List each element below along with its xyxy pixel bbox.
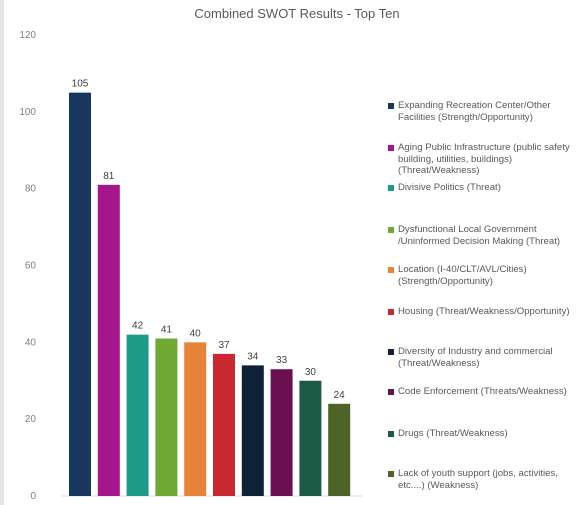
legend-item: Location (I-40/CLT/AVL/Cities) (Strength… (388, 264, 576, 287)
bar (155, 338, 178, 496)
bar-value-label: 30 (305, 367, 317, 378)
legend-swatch (388, 349, 394, 355)
chart-title: Combined SWOT Results - Top Ten (194, 6, 399, 21)
y-tick-label: 0 (30, 491, 36, 502)
bar-value-label: 105 (72, 79, 89, 90)
bar-value-label: 33 (276, 355, 288, 366)
legend-label: Aging Public Infrastructure (public safe… (398, 142, 570, 176)
bar-value-label: 40 (190, 328, 202, 339)
bar (184, 342, 207, 496)
legend-label: Diversity of Industry and commercial (Th… (398, 346, 553, 369)
legend-item: Housing (Threat/Weakness/Opportunity) (388, 306, 576, 318)
legend-swatch (388, 389, 394, 395)
window-edge (0, 0, 4, 505)
bar (328, 403, 351, 496)
bar-value-label: 41 (161, 324, 173, 335)
legend-swatch (388, 267, 394, 273)
legend-swatch (388, 185, 394, 191)
y-tick-label: 60 (25, 261, 37, 272)
legend-swatch (388, 309, 394, 315)
legend-item: Aging Public Infrastructure (public safe… (388, 142, 576, 177)
legend-item: Code Enforcement (Threats/Weakness) (388, 386, 576, 398)
legend-item: Expanding Recreation Center/Other Facili… (388, 100, 576, 123)
bar (69, 92, 91, 496)
bar (213, 353, 235, 496)
legend-label: Lack of youth support (jobs, activities,… (398, 468, 558, 491)
bar-value-label: 34 (247, 351, 259, 362)
legend-label: Housing (Threat/Weakness/Opportunity) (398, 306, 570, 317)
legend-swatch (388, 103, 394, 109)
bar (126, 334, 149, 496)
legend-item: Drugs (Threat/Weakness) (388, 428, 576, 440)
bar (299, 380, 322, 496)
legend-item: Diversity of Industry and commercial (Th… (388, 346, 576, 369)
y-tick-label: 20 (25, 414, 37, 425)
legend-swatch (388, 431, 394, 437)
y-tick-label: 100 (19, 107, 36, 118)
bar (241, 365, 264, 496)
bar-value-label: 42 (132, 321, 144, 332)
legend-label: Divisive Politics (Threat) (398, 182, 501, 193)
y-tick-label: 40 (25, 337, 37, 348)
legend-swatch (388, 471, 394, 477)
legend-label: Expanding Recreation Center/Other Facili… (398, 100, 551, 123)
legend-item: Lack of youth support (jobs, activities,… (388, 468, 576, 491)
legend-item: Dysfunctional Local Government /Uninform… (388, 224, 576, 247)
y-tick-label: 120 (19, 30, 36, 41)
y-tick-label: 80 (25, 184, 37, 195)
legend-label: Code Enforcement (Threats/Weakness) (398, 386, 567, 397)
legend-swatch (388, 227, 394, 233)
legend-label: Dysfunctional Local Government /Uninform… (398, 224, 561, 247)
bar-value-label: 37 (218, 340, 230, 351)
bars: 105 81 42 41 40 37 34 33 30 24 (69, 79, 351, 496)
bar-value-label: 81 (103, 171, 115, 182)
bar (97, 184, 120, 496)
legend-item: Divisive Politics (Threat) (388, 182, 576, 194)
legend-label: Location (I-40/CLT/AVL/Cities) (Strength… (398, 264, 527, 287)
bar-value-label: 24 (334, 390, 346, 401)
legend-label: Drugs (Threat/Weakness) (398, 428, 508, 439)
legend-swatch (388, 145, 394, 151)
bar (270, 369, 293, 496)
